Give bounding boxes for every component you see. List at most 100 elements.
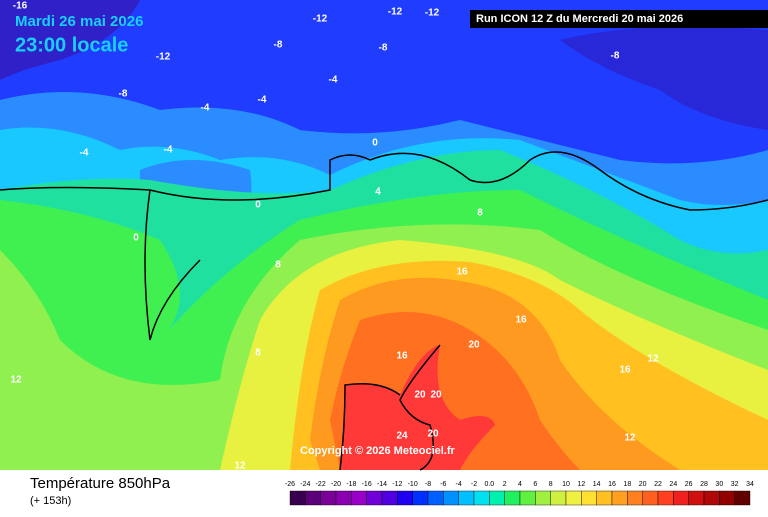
legend-swatch — [596, 490, 613, 506]
legend-swatch — [397, 490, 413, 506]
contour-label: 8 — [477, 208, 483, 219]
legend-label: 0.0 — [484, 481, 494, 488]
legend-swatch — [581, 490, 597, 506]
contour-label: 12 — [10, 375, 22, 386]
legend-swatch — [335, 490, 352, 506]
legend-label: 16 — [608, 481, 616, 488]
coastlines — [0, 151, 768, 471]
contour-label: 24 — [396, 431, 408, 442]
contour-label: 12 — [624, 433, 636, 444]
contour-label: -4 — [258, 95, 267, 106]
legend-swatch — [443, 490, 459, 506]
legend-swatch — [289, 490, 306, 506]
legend-swatch — [427, 490, 444, 506]
legend-label: -16 — [362, 481, 372, 488]
legend-label: -26 — [285, 481, 295, 488]
contour-labels: -16 -12 -12 -12 -12 -8 -8 -8 -8 -4 -4 -4 -4 -4 0 0 0 4 8 8 1… — [10, 1, 659, 472]
legend-swatch — [657, 490, 674, 506]
contour-label: -12 — [388, 7, 403, 18]
contour-label: 8 — [275, 260, 281, 271]
legend-swatch — [550, 490, 567, 506]
legend-swatch — [489, 490, 505, 506]
legend-swatch — [734, 490, 751, 506]
contour-label: -4 — [80, 148, 89, 159]
footer-title: Température 850hPa — [30, 475, 171, 492]
contour-label: -12 — [156, 52, 171, 63]
legend-label: 20 — [639, 481, 647, 488]
legend-swatch — [627, 490, 643, 506]
contour-label: -12 — [313, 14, 328, 25]
contour-label: 8 — [255, 348, 261, 359]
legend-swatch — [351, 490, 367, 506]
contour-label: 20 — [427, 429, 439, 440]
contour-label: 16 — [456, 267, 468, 278]
legend-swatch — [504, 490, 521, 506]
run-banner — [470, 10, 768, 28]
legend-label: 22 — [654, 481, 662, 488]
legend-swatch — [458, 490, 475, 506]
legend-swatch — [381, 490, 398, 506]
run-info: Run ICON 12 Z du Mercredi 20 mai 2026 — [476, 13, 683, 25]
legend-label: 4 — [518, 481, 522, 488]
contour-label: 4 — [375, 187, 381, 198]
legend-label: 26 — [685, 481, 693, 488]
legend-swatch — [673, 490, 689, 506]
contour-label: 12 — [234, 461, 246, 472]
legend-swatch — [642, 490, 659, 506]
legend-label: 24 — [669, 481, 677, 488]
contour-label: 16 — [515, 315, 527, 326]
contour-label: 0 — [133, 233, 139, 244]
legend-swatch — [305, 490, 321, 506]
contour-label: -8 — [611, 51, 620, 62]
legend-label: 14 — [593, 481, 601, 488]
legend-label: -24 — [300, 481, 310, 488]
contour-label: 12 — [647, 354, 659, 365]
legend-label: -10 — [408, 481, 418, 488]
contour-label: -4 — [329, 75, 338, 86]
time: 23:00 locale — [15, 34, 128, 56]
temperature-field — [0, 0, 768, 470]
contour-label: 0 — [372, 138, 378, 149]
legend-swatch — [412, 490, 429, 506]
legend-label: -14 — [377, 481, 387, 488]
contour-label: -4 — [164, 145, 173, 156]
legend-swatch — [320, 490, 337, 506]
legend-label: -2 — [471, 481, 477, 488]
legend-label: 34 — [746, 481, 754, 488]
contour-label: 20 — [468, 340, 480, 351]
contour-label: -12 — [425, 8, 440, 19]
legend-swatch — [611, 490, 628, 506]
legend-label: -6 — [440, 481, 446, 488]
legend-swatch — [688, 490, 705, 506]
legend-swatch — [535, 490, 551, 506]
color-legend: -26 -24 -22 -20 -18 -16 -14 -12 -10 -8 -6 -4 -2 0.0 2 4… — [285, 481, 754, 506]
contour-label: -8 — [119, 89, 128, 100]
legend-label: 10 — [562, 481, 570, 488]
legend-label: 18 — [623, 481, 631, 488]
date: Mardi 26 mai 2026 — [15, 13, 143, 30]
legend-swatch — [719, 490, 735, 506]
contour-label: 20 — [430, 390, 442, 401]
contour-label: -4 — [201, 103, 210, 114]
legend-swatch — [366, 490, 383, 506]
legend-label: 28 — [700, 481, 708, 488]
legend-label: -18 — [346, 481, 356, 488]
legend-label: 2 — [503, 481, 507, 488]
contour-label: 16 — [396, 351, 408, 362]
legend-swatch — [519, 490, 536, 506]
contour-label: -8 — [379, 43, 388, 54]
legend-label: 32 — [731, 481, 739, 488]
contour-label: 16 — [619, 365, 631, 376]
legend-label: 8 — [549, 481, 553, 488]
contour-label: 20 — [414, 390, 426, 401]
copyright: Copyright © 2026 Meteociel.fr — [300, 445, 456, 457]
footer-subtitle: (+ 153h) — [30, 495, 71, 507]
legend-swatch — [473, 490, 490, 506]
legend-label: 30 — [715, 481, 723, 488]
legend-label: 12 — [577, 481, 585, 488]
legend-label: -22 — [316, 481, 326, 488]
legend-label: 6 — [533, 481, 537, 488]
legend-swatch — [703, 490, 720, 506]
contour-label: -16 — [13, 1, 28, 12]
